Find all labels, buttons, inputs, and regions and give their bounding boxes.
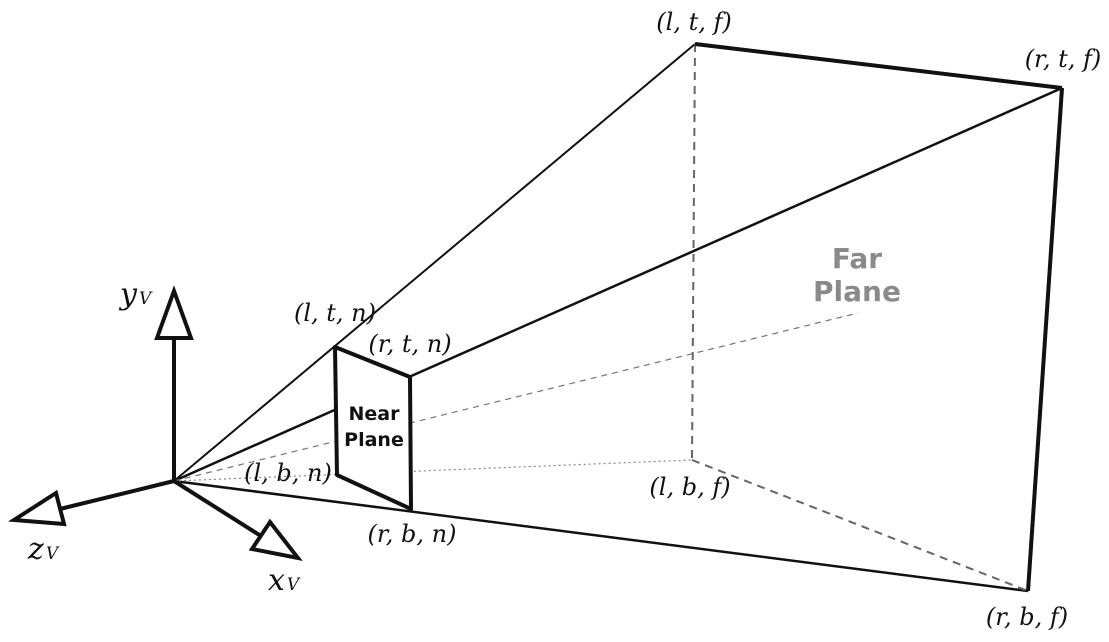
edge-eye-to-rtf (173, 86, 1063, 483)
y-axis-arrowhead (154, 285, 194, 340)
corner-label-rbf: (r, b, f) (986, 603, 1068, 631)
edge-eye-to-ltf (173, 43, 696, 482)
corner-label-lbf: (l, b, f) (649, 473, 730, 501)
far-bottom-hidden-edge (691, 459, 1029, 592)
far-plane-label-line2: Plane (813, 275, 901, 308)
x-axis-shaft (172, 479, 263, 538)
corner-label-rtn: (r, t, n) (368, 330, 451, 358)
frustum-edges (173, 43, 1063, 593)
corner-label-ltf: (l, t, f) (656, 8, 731, 36)
far-right-edge (1026, 87, 1064, 592)
corner-label-lbn: (l, b, n) (244, 459, 332, 487)
hidden-lines (173, 43, 1029, 592)
far-plane-edges (694, 42, 1064, 592)
far-top-edge (694, 42, 1063, 90)
z-axis-arrowhead (7, 489, 67, 527)
center-ray (173, 312, 859, 482)
far-plane-label-line1: Far (832, 242, 882, 275)
near-plane (333, 345, 413, 511)
corner-label-rtf: (r, t, f) (1025, 45, 1102, 73)
axes (7, 285, 303, 561)
corner-label-ltn: (l, t, n) (294, 299, 376, 327)
near-plane-label-line2: Plane (344, 429, 404, 451)
edge-eye-to-lbf (173, 459, 693, 482)
corner-label-rbn: (r, b, n) (368, 520, 457, 548)
z-axis-shaft (59, 479, 175, 511)
x-axis-arrowhead (248, 518, 303, 561)
edge-eye-to-rbf (173, 479, 1029, 593)
near-plane-label-line1: Near (349, 403, 401, 425)
